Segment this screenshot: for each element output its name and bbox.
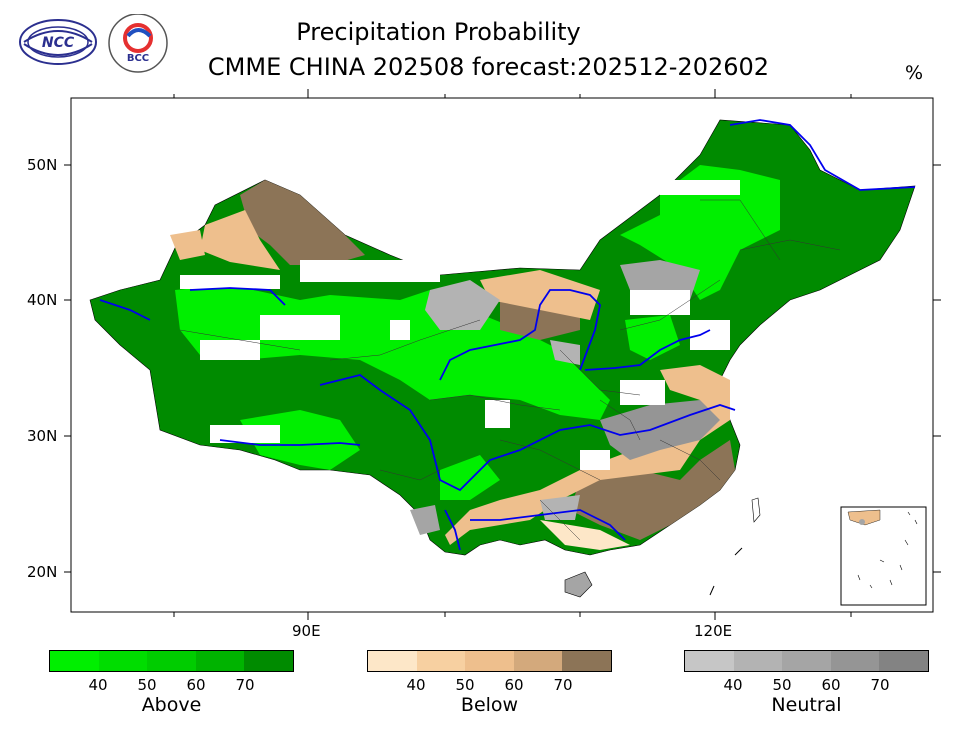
legend-swatch <box>465 651 514 671</box>
legend-swatch <box>99 651 148 671</box>
legend-tick: 60 <box>186 676 205 694</box>
legend-tick: 50 <box>772 676 791 694</box>
lon-label: 120E <box>694 622 732 640</box>
legend-neutral: 40 50 60 70 Neutral <box>684 650 929 692</box>
legend-swatch <box>734 651 783 671</box>
legend-swatch <box>50 651 99 671</box>
legend-swatch <box>196 651 245 671</box>
legend-colorbar <box>49 650 294 672</box>
legend-tick: 50 <box>137 676 156 694</box>
legend-name: Below <box>367 694 612 716</box>
legend-above: 40 50 60 70 Above <box>49 650 294 692</box>
legend-tick: 70 <box>235 676 254 694</box>
legend-tick: 60 <box>821 676 840 694</box>
lat-label: 30N <box>27 427 57 445</box>
legend-colorbar <box>367 650 612 672</box>
legend-swatch <box>147 651 196 671</box>
legend-tick: 70 <box>870 676 889 694</box>
legend-tick: 70 <box>553 676 572 694</box>
legend-colorbar <box>684 650 929 672</box>
lat-label: 40N <box>27 291 57 309</box>
legend-swatch <box>782 651 831 671</box>
legend-tick: 50 <box>455 676 474 694</box>
legend-tick: 40 <box>723 676 742 694</box>
lon-label: 90E <box>292 622 321 640</box>
legend-swatch <box>244 651 293 671</box>
legend-name: Above <box>49 694 294 716</box>
legend-swatch <box>562 651 611 671</box>
legend-name: Neutral <box>684 694 929 716</box>
lat-label: 50N <box>27 156 57 174</box>
legend-tick: 60 <box>504 676 523 694</box>
legend-below: 40 50 60 70 Below <box>367 650 612 692</box>
legend-swatch <box>685 651 734 671</box>
legend-tick: 40 <box>406 676 425 694</box>
legend-swatch <box>368 651 417 671</box>
south-china-sea-inset <box>841 507 926 605</box>
legend-tick: 40 <box>88 676 107 694</box>
legend-swatch <box>879 651 928 671</box>
lat-label: 20N <box>27 563 57 581</box>
legend-swatch <box>514 651 563 671</box>
legend-swatch <box>831 651 880 671</box>
legend-swatch <box>417 651 466 671</box>
